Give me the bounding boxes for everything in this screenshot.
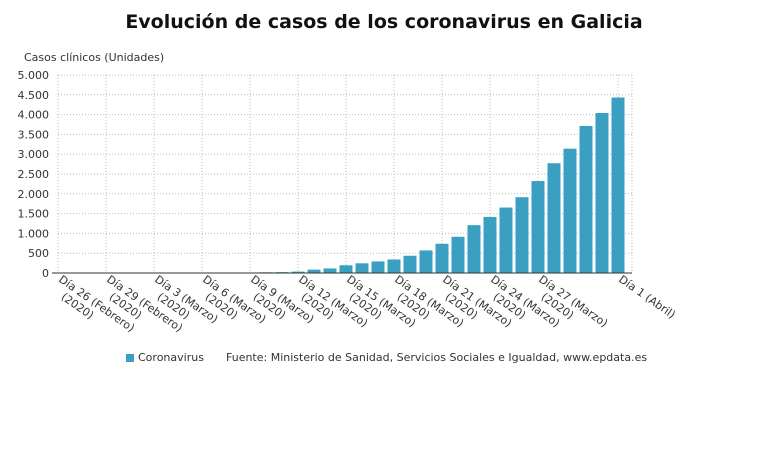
bar	[355, 263, 369, 273]
bar	[563, 148, 577, 273]
y-tick-label: 5.000	[18, 69, 50, 82]
y-tick-label: 500	[28, 247, 49, 260]
bar	[531, 181, 545, 273]
y-tick-label: 2.500	[18, 168, 50, 181]
bar	[387, 259, 401, 273]
bar	[547, 163, 561, 273]
bar	[291, 271, 305, 273]
y-tick-label: 4.500	[18, 89, 50, 102]
y-tick-label: 3.000	[18, 148, 50, 161]
bar	[419, 250, 433, 273]
bar	[499, 207, 513, 273]
y-axis-label: Casos clínicos (Unidades)	[24, 51, 164, 64]
y-tick-label: 1.000	[18, 227, 50, 240]
y-tick-label: 1.500	[18, 208, 50, 221]
bar	[595, 113, 609, 274]
bar	[467, 225, 481, 273]
legend-label: Coronavirus	[138, 351, 204, 364]
bar	[371, 261, 385, 273]
x-tick-label: Día 1 (Abril)	[616, 273, 678, 321]
bar	[579, 126, 593, 274]
x-tick-label-line: Día 1 (Abril)	[616, 273, 678, 321]
bar	[611, 97, 625, 273]
source: Fuente: Ministerio de Sanidad, Servicios…	[226, 351, 647, 364]
y-tick-label: 4.000	[18, 109, 50, 122]
y-tick-label: 2.000	[18, 188, 50, 201]
bar	[515, 197, 529, 273]
y-tick-label: 0	[42, 267, 49, 280]
bar	[403, 255, 417, 273]
bar	[339, 265, 353, 273]
bar	[307, 269, 321, 273]
bar	[323, 268, 337, 273]
legend-swatch	[126, 354, 134, 362]
chart-title: Evolución de casos de los coronavirus en…	[125, 11, 642, 33]
bar	[451, 236, 465, 273]
bar	[435, 243, 449, 273]
y-tick-label: 3.500	[18, 128, 50, 141]
bar	[483, 216, 497, 273]
